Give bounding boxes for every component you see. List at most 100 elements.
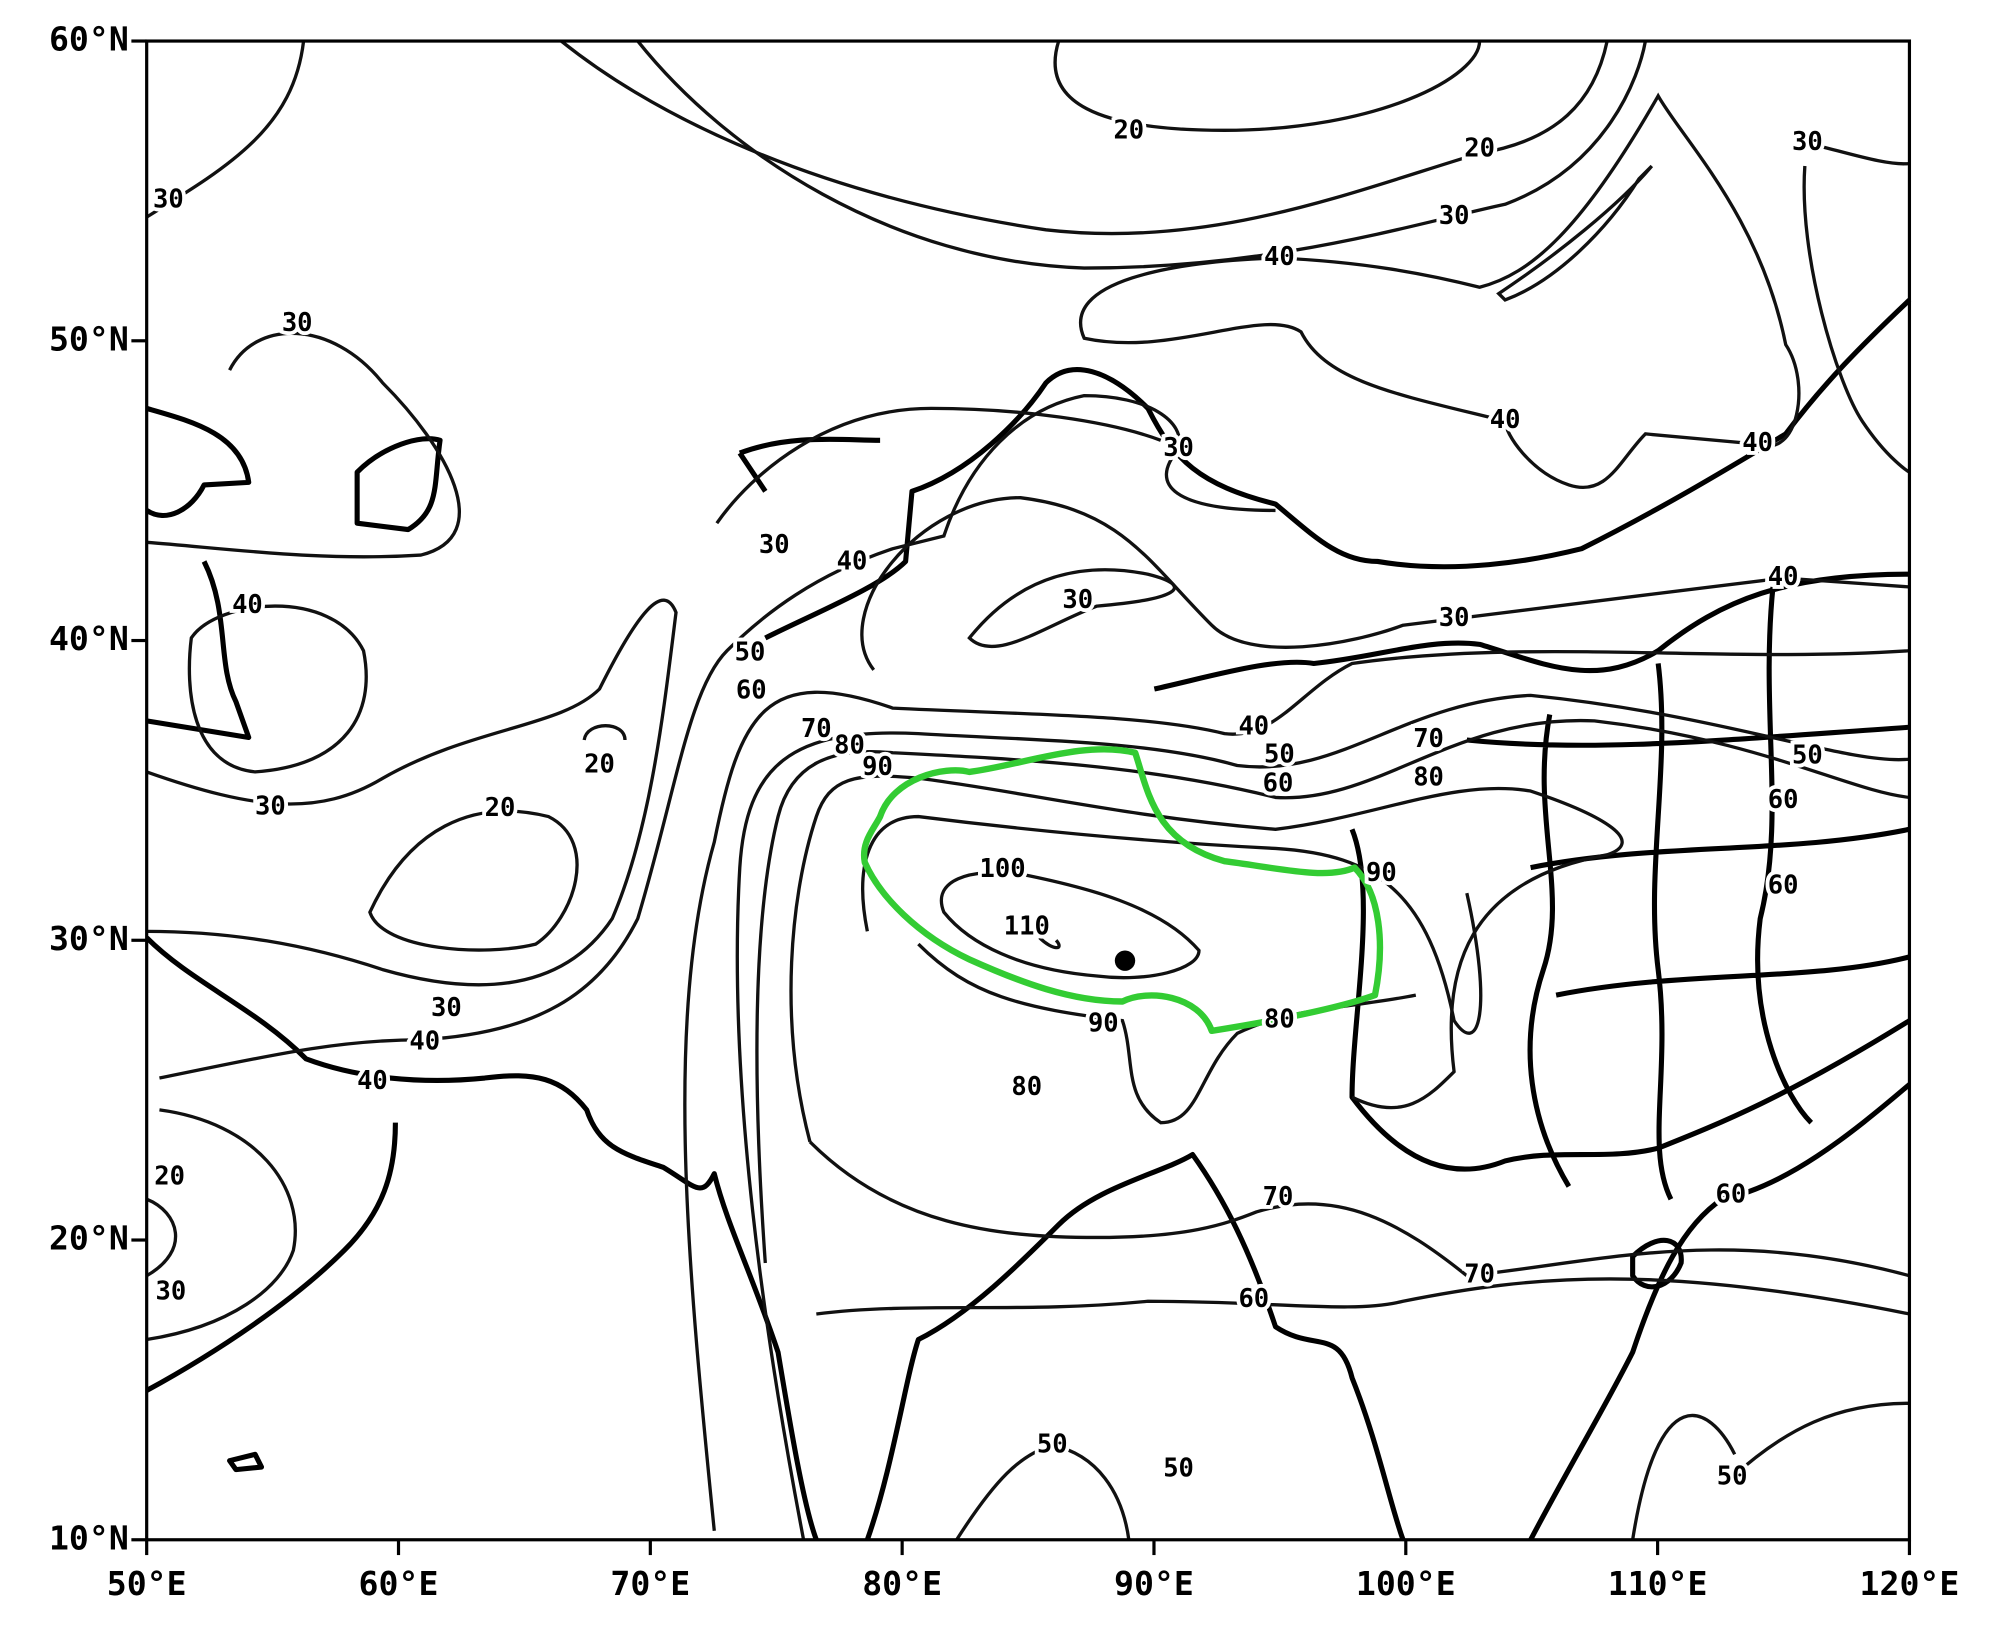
- site-marker: [1114, 950, 1136, 971]
- contour-line: [1053, 40, 1482, 132]
- contour-line: [145, 40, 306, 219]
- contour-label: 40: [357, 1066, 388, 1096]
- coastline: [146, 560, 252, 741]
- contour-label: 60: [736, 676, 767, 706]
- lon-label: 120°E: [1860, 1564, 1960, 1603]
- contour-label: 30: [156, 1276, 187, 1306]
- lon-label: 100°E: [1356, 1564, 1456, 1603]
- coastline: [354, 436, 443, 533]
- contour-label: 40: [409, 1026, 440, 1056]
- contour-label: 20: [1464, 133, 1495, 163]
- lat-label: 20°N: [49, 1219, 129, 1258]
- contour-label: 30: [153, 184, 184, 214]
- contour-label: 30: [282, 308, 313, 338]
- coastline: [145, 405, 252, 518]
- contour-line: [582, 724, 627, 741]
- border: [1466, 586, 1911, 1201]
- contour-label: 60: [1768, 871, 1799, 901]
- contour-line: [146, 331, 461, 559]
- lat-label: 40°N: [49, 619, 129, 658]
- contour-label: 60: [1238, 1284, 1269, 1314]
- lon-label: 70°E: [610, 1564, 690, 1603]
- contour-line: [145, 1108, 297, 1342]
- plateau-boundary: [860, 746, 1384, 1035]
- contour-label: 20: [154, 1162, 185, 1192]
- contour-label: 60: [1768, 785, 1799, 815]
- border: [1349, 828, 1911, 1172]
- contour-line: [187, 604, 368, 774]
- contour-label: 40: [837, 547, 868, 577]
- coastline: [1630, 1237, 1684, 1290]
- contour-line: [159, 393, 1276, 1080]
- contour-label: 80: [1011, 1072, 1042, 1102]
- contour-line: [939, 870, 1201, 980]
- contour-line: [1802, 141, 1911, 474]
- coastline: [864, 1152, 1406, 1541]
- contour-line: [808, 1140, 1910, 1278]
- contour-label: 110: [1004, 912, 1050, 942]
- contour-label: 40: [1264, 242, 1295, 272]
- island: [227, 1451, 265, 1473]
- contour-label: 30: [1163, 433, 1194, 463]
- contour-label: 50: [1163, 1454, 1194, 1484]
- lat-label: 30°N: [49, 919, 129, 958]
- contour-line: [146, 598, 678, 987]
- contour-line: [636, 40, 1648, 270]
- contour-label: 30: [1439, 201, 1470, 231]
- contour-label: 30: [1062, 585, 1093, 615]
- contour-label: 50: [1717, 1461, 1748, 1491]
- contour-label: 20: [485, 793, 516, 823]
- contour-label: 80: [1413, 762, 1444, 792]
- contour-label: 30: [1439, 603, 1470, 633]
- contour-label: 40: [1742, 428, 1773, 458]
- contour-label: 30: [255, 792, 286, 822]
- contour-label: 80: [1264, 1005, 1295, 1035]
- coastline: [144, 935, 819, 1541]
- contour-line: [560, 39, 1609, 236]
- contour-line: [715, 406, 1162, 525]
- contour-label: 90: [1088, 1008, 1119, 1038]
- contour-label: 40: [232, 590, 263, 620]
- contour-line: [789, 774, 1624, 1143]
- contour-line: [860, 496, 1910, 671]
- contour-label: 40: [1238, 711, 1269, 741]
- contour-label: 70: [1263, 1182, 1294, 1212]
- contour-line: [1079, 92, 1801, 489]
- contour-label: 50: [735, 637, 766, 667]
- contour-line: [683, 649, 1910, 1532]
- contour-line: [816, 1277, 1910, 1316]
- labels: 60°N 50°N 40°N 30°N 20°N 10°N 50°E 60°E 70°E 80°E…: [49, 20, 1959, 1604]
- contour-label: 60: [1716, 1179, 1747, 1209]
- contour-label: 70: [801, 714, 832, 744]
- contour-label: 80: [834, 730, 865, 760]
- contour-label: 90: [862, 752, 893, 782]
- map-frame: [145, 39, 1912, 1542]
- coastline: [145, 1122, 398, 1393]
- contour-label: 20: [1113, 116, 1144, 146]
- coastlines: [144, 298, 1912, 1541]
- contour-label: 50: [1264, 739, 1295, 769]
- lat-label: 10°N: [49, 1518, 129, 1557]
- contour-label: 70: [1413, 724, 1444, 754]
- contour-label: 70: [1464, 1260, 1495, 1290]
- lon-label: 110°E: [1608, 1564, 1708, 1603]
- border: [1153, 571, 1910, 692]
- contour-label: 30: [431, 993, 462, 1023]
- contour-line: [1496, 164, 1654, 302]
- lon-label: 60°E: [359, 1564, 439, 1603]
- contour-line: [755, 718, 1910, 1264]
- contour-label: 40: [1768, 562, 1799, 592]
- contour-label: 90: [1366, 858, 1397, 888]
- contour-line: [967, 568, 1176, 649]
- contour-label: 60: [1263, 769, 1294, 799]
- contour-line: [735, 693, 1910, 1541]
- contour-label: 20: [584, 750, 615, 780]
- lat-label: 50°N: [49, 319, 129, 358]
- contour-line: [861, 814, 1483, 1035]
- contour-label: 50: [1037, 1429, 1068, 1459]
- lon-label: 90°E: [1114, 1564, 1194, 1603]
- contour-label: 50: [1792, 741, 1823, 771]
- contour-label: 30: [759, 530, 790, 560]
